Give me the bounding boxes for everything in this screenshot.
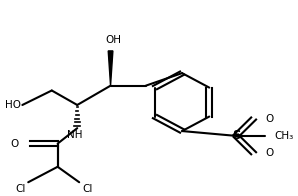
Text: O: O: [265, 148, 274, 158]
Text: Cl: Cl: [15, 184, 25, 194]
Text: NH: NH: [66, 130, 82, 140]
Text: Cl: Cl: [82, 184, 92, 194]
Text: OH: OH: [105, 35, 122, 45]
Polygon shape: [108, 51, 113, 86]
Text: O: O: [10, 139, 18, 149]
Text: CH₃: CH₃: [274, 131, 294, 141]
Text: HO: HO: [5, 100, 21, 110]
Text: S: S: [232, 129, 240, 142]
Text: O: O: [265, 113, 274, 123]
